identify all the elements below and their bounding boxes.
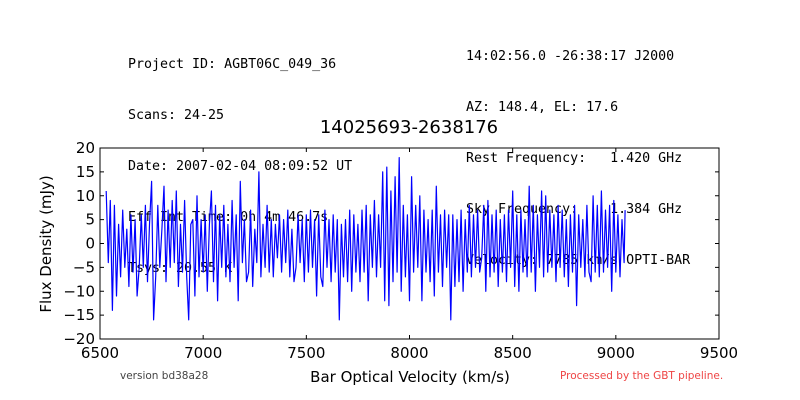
axes: 6500 7000 7500 8000 8500 9000 9500 20 15 10 5 0 −5 −1… bbox=[63, 139, 738, 362]
x-tick-label: 7000 bbox=[184, 344, 222, 362]
y-tick-label: −15 bbox=[63, 306, 95, 324]
pipeline-note: Processed by the GBT pipeline. bbox=[560, 370, 724, 382]
date-text: Date: 2007-02-04 08:09:52 UT bbox=[128, 159, 353, 174]
plot-frame bbox=[99, 147, 720, 340]
version-note: version bd38a28 bbox=[120, 370, 209, 382]
x-tick-label: 7500 bbox=[287, 344, 325, 362]
y-tick-label: 0 bbox=[85, 235, 95, 253]
y-tick-label: 15 bbox=[76, 163, 95, 181]
y-axis-label: Flux Density (mJy) bbox=[37, 175, 55, 312]
rest-frequency-text: Rest Frequency: 1.420 GHz bbox=[466, 151, 683, 166]
x-tick-label: 8000 bbox=[390, 344, 428, 362]
x-tick-label: 8500 bbox=[494, 344, 532, 362]
y-tick-label: −5 bbox=[73, 258, 95, 276]
plot-area bbox=[105, 157, 626, 321]
x-tick-label: 6500 bbox=[81, 344, 119, 362]
y-tick-label: −20 bbox=[63, 330, 95, 348]
y-tick-label: 5 bbox=[85, 211, 95, 229]
x-tick-label: 9500 bbox=[700, 344, 738, 362]
x-axis-label: Bar Optical Velocity (km/s) bbox=[310, 368, 510, 386]
y-tick-label: 10 bbox=[76, 187, 95, 205]
y-tick-label: −10 bbox=[63, 282, 95, 300]
az-el-text: AZ: 148.4, EL: 17.6 bbox=[466, 100, 619, 115]
observation-info-right: 14:02:56.0 -26:38:17 J2000 AZ: 148.4, EL… bbox=[466, 14, 690, 286]
project-id-text: Project ID: AGBT06C_049_36 bbox=[128, 57, 337, 72]
scans-text: Scans: 24-25 bbox=[128, 108, 225, 123]
spectrum-line bbox=[105, 157, 626, 321]
coordinates-text: 14:02:56.0 -26:38:17 J2000 bbox=[466, 49, 675, 64]
chart-title: 14025693-2638176 bbox=[320, 117, 498, 138]
y-tick-label: 20 bbox=[76, 139, 95, 157]
x-tick-label: 9000 bbox=[597, 344, 635, 362]
